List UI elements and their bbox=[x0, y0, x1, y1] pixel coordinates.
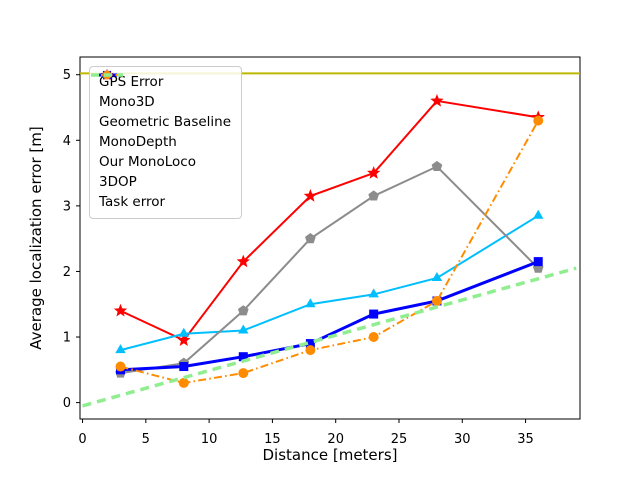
x-tick-label: 20 bbox=[327, 432, 344, 447]
legend-item-task-error: Task error bbox=[91, 73, 231, 211]
legend-item-monodepth: MonoDepth bbox=[91, 69, 231, 151]
x-tick-label: 35 bbox=[517, 432, 534, 447]
pentagon-marker bbox=[431, 160, 443, 172]
x-tick-label: 5 bbox=[142, 432, 150, 447]
square-marker bbox=[305, 339, 315, 349]
legend-line-sample-task-error bbox=[91, 73, 123, 77]
legend-label-geometric-baseline: Geometric Baseline bbox=[99, 114, 232, 130]
legend-item-3dop: 3DOP bbox=[91, 70, 231, 191]
legend-label-gps-error: GPS Error bbox=[99, 74, 164, 90]
y-tick-label: 0 bbox=[63, 396, 71, 411]
pentagon-marker bbox=[368, 190, 379, 201]
legend-item-mono3d: Mono3D bbox=[91, 68, 231, 111]
pentagon-marker bbox=[305, 233, 316, 244]
y-tick-label: 2 bbox=[63, 265, 71, 280]
y-axis-label: Average localization error [m] bbox=[27, 126, 45, 350]
legend-label-our-monoloco: Our MonoLoco bbox=[99, 154, 196, 170]
y-tick-label: 3 bbox=[63, 199, 71, 214]
triangle-marker bbox=[368, 288, 379, 298]
legend-label-3dop: 3DOP bbox=[99, 174, 137, 190]
legend-item-our-monoloco: Our MonoLoco bbox=[91, 70, 231, 171]
square-marker bbox=[533, 257, 543, 267]
circle-marker bbox=[305, 345, 316, 356]
legend-label-mono3d: Mono3D bbox=[99, 94, 155, 110]
y-tick-label: 5 bbox=[63, 68, 71, 83]
triangle-marker bbox=[533, 209, 544, 219]
triangle-marker bbox=[178, 327, 189, 337]
legend: GPS Error Mono3D Geometric Baseline MonoDep… bbox=[89, 66, 243, 219]
circle-marker bbox=[238, 368, 249, 379]
y-tick-label: 1 bbox=[63, 331, 71, 346]
star-marker bbox=[367, 166, 381, 179]
x-tick-label: 10 bbox=[201, 432, 218, 447]
y-tick-label: 4 bbox=[63, 134, 71, 149]
triangle-marker bbox=[305, 298, 316, 308]
legend-label-task-error: Task error bbox=[99, 194, 166, 210]
legend-label-monodepth: MonoDepth bbox=[99, 134, 177, 150]
x-tick-label: 25 bbox=[391, 432, 408, 447]
star-marker bbox=[236, 254, 250, 268]
x-tick-label: 0 bbox=[78, 432, 86, 447]
star-marker bbox=[177, 333, 191, 346]
star-marker bbox=[430, 93, 444, 107]
legend-item-geometric-baseline: Geometric Baseline bbox=[91, 69, 232, 131]
star-marker bbox=[303, 189, 318, 202]
square-marker bbox=[369, 309, 379, 319]
circle-marker bbox=[178, 377, 189, 388]
circle-marker bbox=[115, 361, 126, 372]
circle-marker bbox=[368, 332, 379, 343]
pentagon-marker bbox=[237, 305, 249, 316]
triangle-marker bbox=[238, 324, 249, 334]
star-marker bbox=[113, 303, 128, 317]
x-axis-label: Distance [meters] bbox=[262, 446, 398, 464]
x-tick-label: 15 bbox=[264, 432, 281, 447]
circle-marker bbox=[431, 295, 442, 306]
square-marker bbox=[238, 352, 248, 362]
series-line-task-error bbox=[82, 266, 577, 408]
x-tick-label: 30 bbox=[454, 432, 471, 447]
triangle-marker bbox=[115, 344, 126, 354]
circle-marker bbox=[533, 115, 544, 126]
triangle-marker bbox=[431, 272, 443, 281]
square-marker bbox=[179, 362, 189, 372]
